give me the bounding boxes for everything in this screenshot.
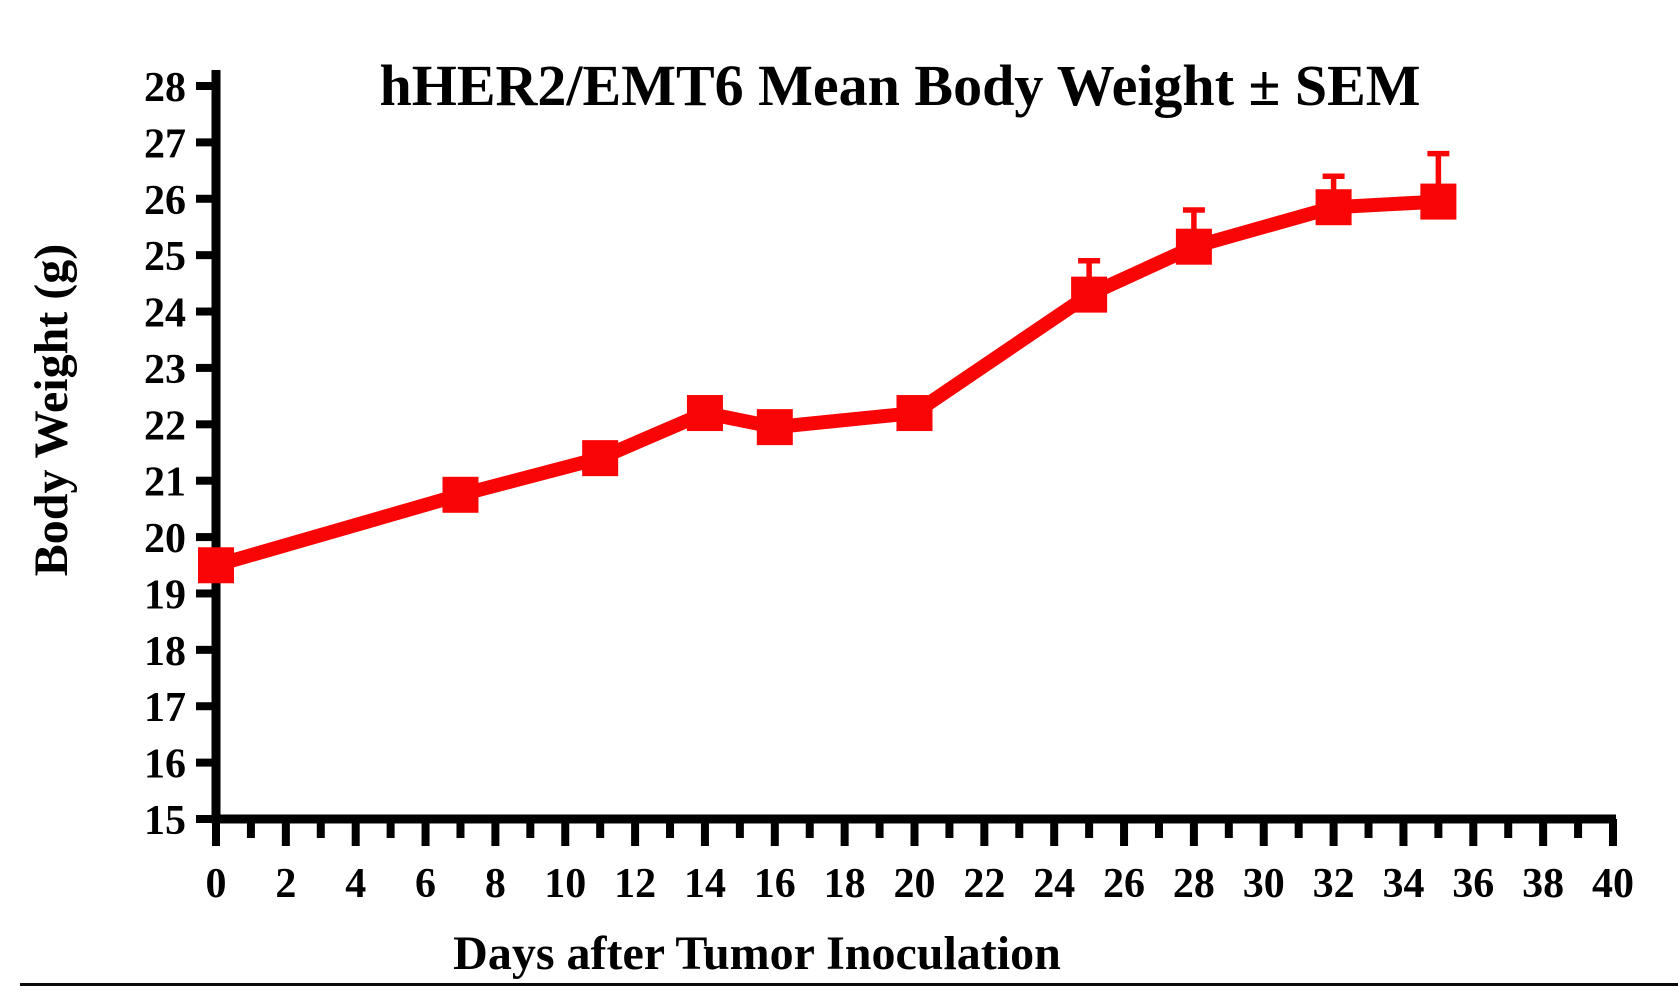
x-tick-label: 4 xyxy=(345,861,366,907)
y-tick-label: 24 xyxy=(144,291,186,337)
x-tick-label: 30 xyxy=(1243,861,1285,907)
y-tick-label: 25 xyxy=(144,234,186,280)
y-tick-label: 20 xyxy=(144,516,186,562)
y-tick-label: 23 xyxy=(144,347,186,393)
y-tick-label: 22 xyxy=(144,403,186,449)
data-point-marker xyxy=(198,547,234,584)
data-point-marker xyxy=(582,440,619,477)
y-tick-label: 19 xyxy=(144,572,186,618)
y-tick-label: 26 xyxy=(144,178,186,224)
x-tick-label: 12 xyxy=(614,861,656,907)
y-tick-label: 18 xyxy=(144,629,186,675)
x-tick-label: 0 xyxy=(206,861,227,907)
x-tick-label: 40 xyxy=(1592,861,1634,907)
x-tick-label: 20 xyxy=(894,861,936,907)
data-point-marker xyxy=(1315,189,1352,226)
x-tick-label: 32 xyxy=(1313,861,1355,907)
x-tick-label: 16 xyxy=(754,861,796,907)
x-tick-label: 26 xyxy=(1103,861,1145,907)
y-tick-label: 21 xyxy=(144,460,186,506)
x-tick-label: 34 xyxy=(1382,861,1424,907)
data-point-marker xyxy=(896,395,933,432)
y-tick-label: 17 xyxy=(144,685,186,731)
data-point-marker xyxy=(1175,228,1212,265)
x-tick-label: 6 xyxy=(415,861,436,907)
x-tick-label: 10 xyxy=(544,861,586,907)
data-point-marker xyxy=(686,395,723,432)
y-axis-title: Body Weight (g) xyxy=(25,243,78,577)
x-tick-label: 22 xyxy=(963,861,1005,907)
bottom-divider-line xyxy=(20,983,1678,986)
y-tick-label: 27 xyxy=(144,121,186,167)
data-point-marker xyxy=(756,409,793,446)
x-tick-label: 24 xyxy=(1033,861,1075,907)
x-tick-label: 18 xyxy=(824,861,866,907)
data-point-marker xyxy=(1420,183,1457,220)
x-tick-label: 38 xyxy=(1522,861,1564,907)
chart-title: hHER2/EMT6 Mean Body Weight ± SEM xyxy=(379,53,1421,118)
series-line xyxy=(214,194,1439,572)
y-tick-label: 15 xyxy=(144,798,186,844)
x-axis-title: Days after Tumor Inoculation xyxy=(453,927,1061,980)
x-tick-label: 2 xyxy=(275,861,296,907)
x-tick-label: 36 xyxy=(1452,861,1494,907)
x-tick-label: 14 xyxy=(684,861,726,907)
data-point-marker xyxy=(1071,276,1108,313)
y-tick-label: 28 xyxy=(144,65,186,111)
data-point-marker xyxy=(442,476,479,513)
x-tick-label: 8 xyxy=(485,861,506,907)
y-tick-label: 16 xyxy=(144,742,186,788)
axis-spine xyxy=(211,70,1616,824)
x-tick-label: 28 xyxy=(1173,861,1215,907)
